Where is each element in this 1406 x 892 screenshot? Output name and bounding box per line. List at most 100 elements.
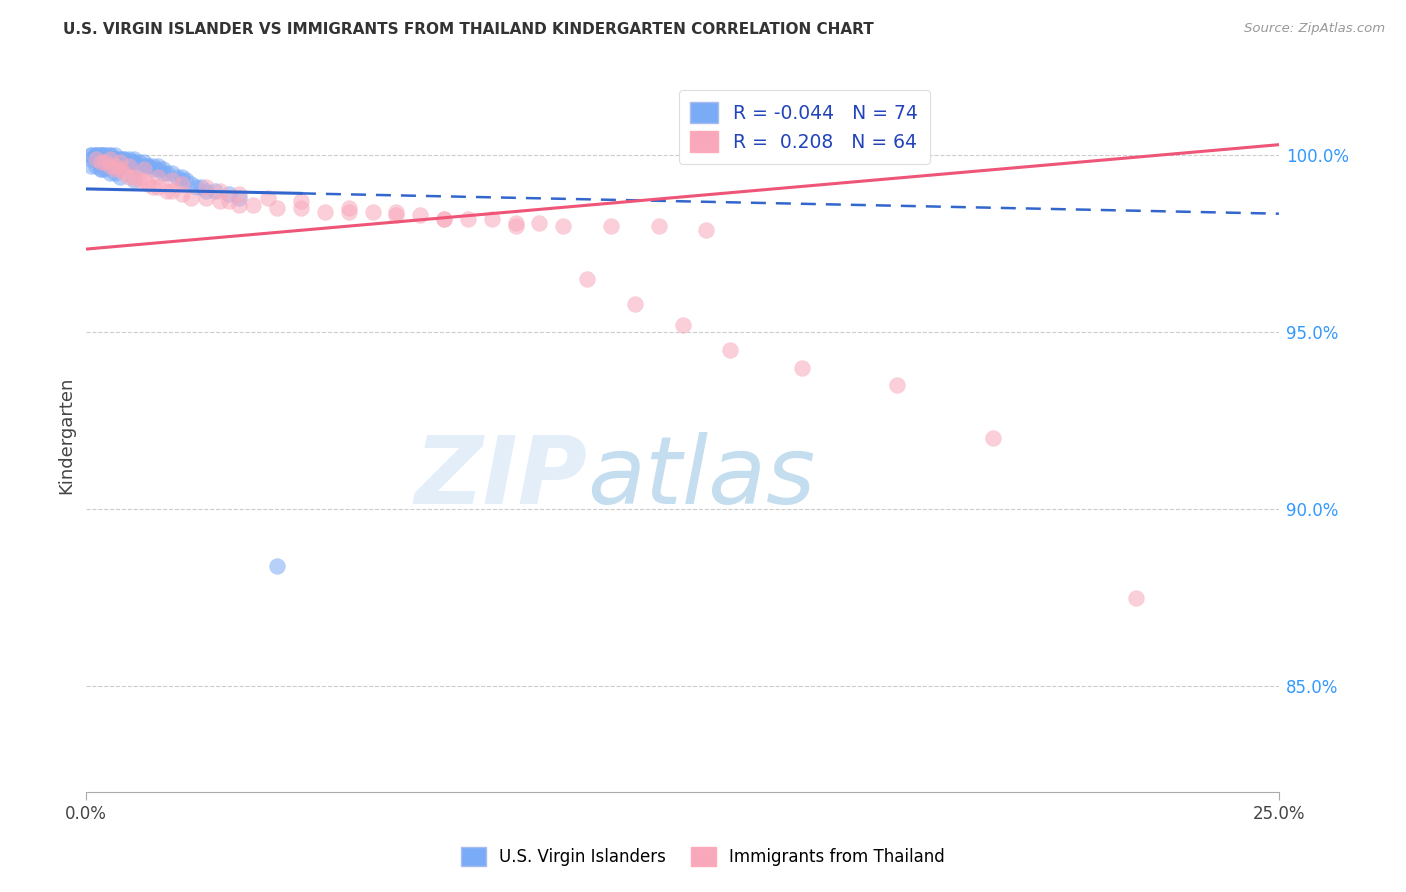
Point bbox=[160, 173, 183, 187]
Text: atlas: atlas bbox=[588, 433, 815, 524]
Point bbox=[114, 166, 136, 180]
Point bbox=[94, 155, 117, 169]
Point bbox=[170, 173, 193, 187]
Point bbox=[194, 191, 217, 205]
Point bbox=[170, 169, 193, 184]
Point bbox=[84, 148, 107, 162]
Text: ZIP: ZIP bbox=[415, 432, 588, 524]
Point bbox=[228, 191, 250, 205]
Point bbox=[886, 378, 908, 392]
Point bbox=[290, 202, 312, 216]
Point bbox=[94, 152, 117, 166]
Point bbox=[84, 148, 107, 162]
Point bbox=[98, 152, 121, 166]
Point bbox=[108, 155, 131, 169]
Point bbox=[136, 177, 159, 191]
Point bbox=[409, 209, 432, 223]
Point bbox=[122, 152, 145, 166]
Point bbox=[104, 148, 127, 162]
Point bbox=[600, 219, 623, 233]
Point bbox=[80, 152, 103, 166]
Point bbox=[361, 205, 384, 219]
Point bbox=[152, 162, 174, 177]
Point bbox=[80, 148, 103, 162]
Point bbox=[104, 166, 127, 180]
Point bbox=[695, 222, 717, 236]
Point bbox=[98, 152, 121, 166]
Point bbox=[98, 148, 121, 162]
Point bbox=[337, 205, 360, 219]
Point bbox=[118, 159, 141, 173]
Point bbox=[80, 159, 103, 173]
Point bbox=[122, 155, 145, 169]
Point bbox=[128, 159, 150, 173]
Point bbox=[385, 209, 408, 223]
Point bbox=[84, 152, 107, 166]
Point bbox=[314, 205, 336, 219]
Point bbox=[104, 155, 127, 169]
Point bbox=[208, 194, 231, 209]
Point bbox=[218, 194, 240, 209]
Point bbox=[94, 148, 117, 162]
Point bbox=[481, 212, 503, 227]
Point bbox=[108, 162, 131, 177]
Point bbox=[136, 159, 159, 173]
Point bbox=[146, 180, 169, 194]
Point bbox=[146, 159, 169, 173]
Point bbox=[170, 187, 193, 202]
Point bbox=[266, 202, 288, 216]
Point bbox=[84, 152, 107, 166]
Point bbox=[122, 155, 145, 169]
Point bbox=[84, 148, 107, 162]
Point bbox=[122, 173, 145, 187]
Point bbox=[90, 162, 112, 177]
Point bbox=[1125, 591, 1147, 605]
Point bbox=[114, 152, 136, 166]
Point bbox=[648, 219, 671, 233]
Point bbox=[194, 184, 217, 198]
Point bbox=[132, 162, 155, 177]
Point bbox=[142, 162, 165, 177]
Point bbox=[114, 155, 136, 169]
Point bbox=[128, 173, 150, 187]
Point bbox=[385, 205, 408, 219]
Point bbox=[108, 152, 131, 166]
Point bbox=[104, 152, 127, 166]
Point bbox=[790, 360, 813, 375]
Point bbox=[624, 297, 647, 311]
Point bbox=[128, 155, 150, 169]
Point bbox=[433, 212, 456, 227]
Point bbox=[290, 194, 312, 209]
Point bbox=[136, 159, 159, 173]
Point bbox=[122, 169, 145, 184]
Point bbox=[204, 184, 226, 198]
Point bbox=[981, 431, 1004, 445]
Point bbox=[576, 272, 599, 286]
Point bbox=[529, 215, 551, 229]
Point bbox=[84, 152, 107, 166]
Point bbox=[156, 166, 179, 180]
Point bbox=[208, 184, 231, 198]
Point bbox=[718, 343, 741, 357]
Point bbox=[142, 180, 165, 194]
Point bbox=[98, 159, 121, 173]
Point bbox=[90, 152, 112, 166]
Point bbox=[104, 162, 127, 177]
Point bbox=[457, 212, 479, 227]
Point bbox=[118, 169, 141, 184]
Point bbox=[90, 148, 112, 162]
Point bbox=[98, 152, 121, 166]
Point bbox=[98, 166, 121, 180]
Point bbox=[180, 191, 202, 205]
Point bbox=[176, 173, 198, 187]
Point bbox=[671, 318, 693, 333]
Point bbox=[108, 152, 131, 166]
Text: Source: ZipAtlas.com: Source: ZipAtlas.com bbox=[1244, 22, 1385, 36]
Point bbox=[132, 173, 155, 187]
Point bbox=[190, 180, 212, 194]
Point bbox=[90, 162, 112, 177]
Legend: U.S. Virgin Islanders, Immigrants from Thailand: U.S. Virgin Islanders, Immigrants from T… bbox=[454, 840, 952, 873]
Point bbox=[118, 155, 141, 169]
Point bbox=[118, 152, 141, 166]
Point bbox=[94, 162, 117, 177]
